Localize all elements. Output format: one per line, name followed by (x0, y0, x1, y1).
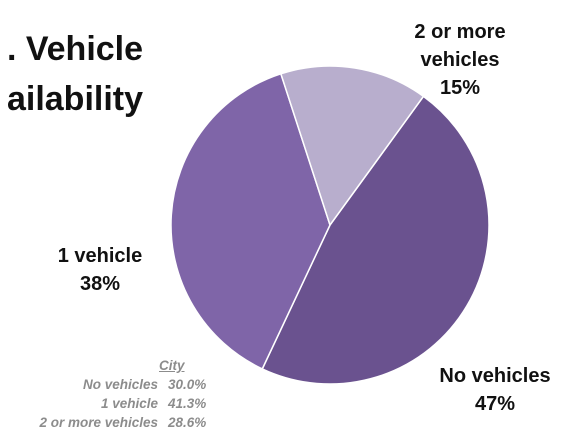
city-table-row: 2 or more vehicles 28.6% (14, 415, 224, 433)
chart-title-line-1: . Vehicle (6, 30, 144, 68)
city-row-value: 28.6% (168, 415, 207, 430)
slice-label-2-or-more-value: 15% (439, 77, 481, 99)
slice-label-no-vehicles: No vehicles 47% (430, 362, 560, 418)
chart-title: . Vehicle ailability (0, 24, 175, 124)
slice-label-no-vehicles-value: 47% (474, 393, 516, 415)
slice-label-2-or-more-line-2: vehicles (420, 49, 500, 71)
pie-slice-no-vehicles (261, 95, 490, 385)
pie-slice-1-vehicle (170, 72, 331, 370)
pie-slice-2-or-more-vehicles (279, 65, 425, 227)
city-row-value: 30.0% (168, 377, 207, 392)
city-table-header: City (159, 358, 185, 373)
city-row-label: No vehicles (82, 377, 158, 392)
city-table-row: 1 vehicle 41.3% (14, 396, 224, 414)
slice-label-2-or-more-vehicles: 2 or more vehicles 15% (390, 18, 530, 102)
slice-label-2-or-more-line-1: 2 or more (414, 21, 506, 43)
city-row-label: 2 or more vehicles (39, 415, 158, 430)
city-table-row: No vehicles 30.0% (14, 377, 224, 395)
chart-title-line-2: ailability (6, 80, 144, 118)
city-row-value: 41.3% (168, 396, 207, 411)
slice-label-1-vehicle-name: 1 vehicle (57, 245, 143, 267)
city-row-label: 1 vehicle (100, 396, 158, 411)
slice-label-1-vehicle-value: 38% (79, 273, 121, 295)
slice-label-no-vehicles-name: No vehicles (439, 365, 551, 387)
slice-label-1-vehicle: 1 vehicle 38% (45, 242, 155, 298)
